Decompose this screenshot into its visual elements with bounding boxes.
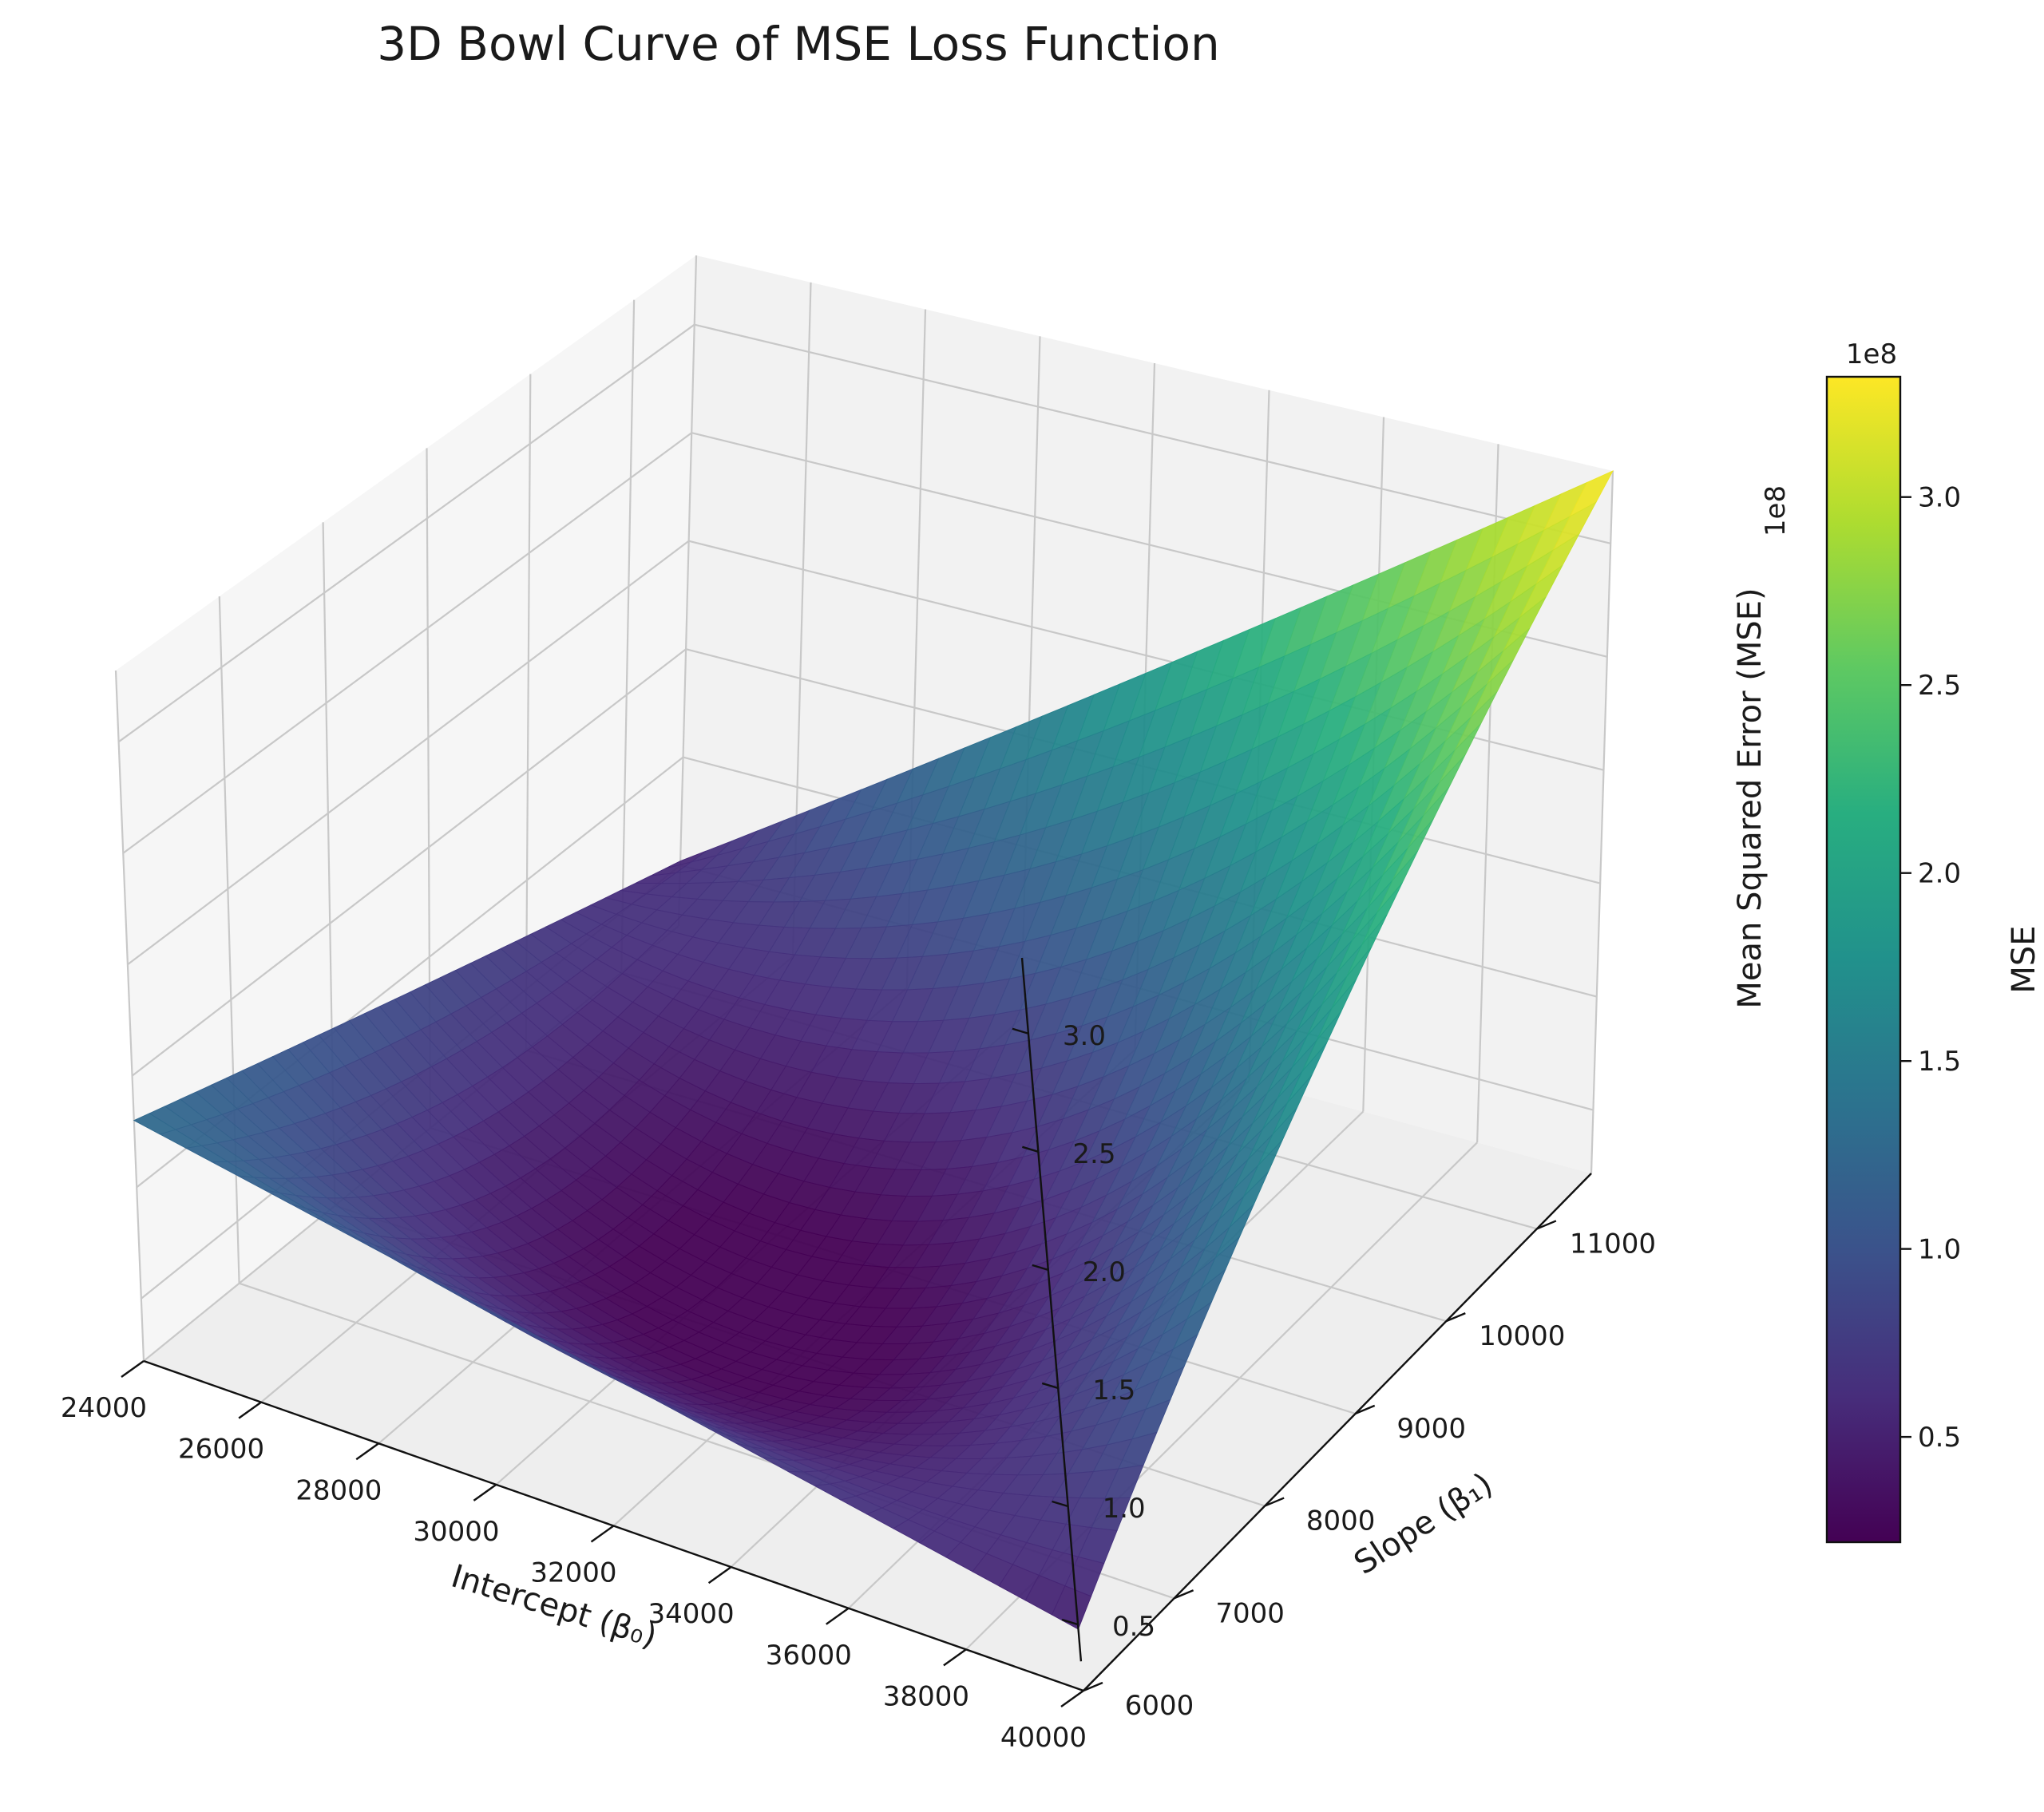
x-tick-mark [121,1360,145,1378]
x-tick-label: 26000 [178,1434,264,1466]
z-tick-label: 2.5 [1072,1138,1115,1170]
chart-title: 3D Bowl Curve of MSE Loss Function [377,17,1219,71]
grid-line-side-y [114,670,145,1362]
x-tick-mark [238,1401,262,1419]
y-tick-mark [1445,1312,1466,1323]
surface-patch [1051,1585,1092,1630]
y-tick-label: 11000 [1570,1228,1656,1260]
y-tick-label: 9000 [1396,1413,1466,1445]
colorbar-offset-label: 1e8 [1846,338,1897,370]
y-tick-label: 7000 [1215,1597,1285,1629]
x-tick-label: 36000 [766,1640,852,1672]
grid-line-back-x [1590,470,1614,1174]
x-tick-label: 40000 [1000,1722,1087,1754]
loss-surface [133,470,1614,1630]
x-tick-label: 34000 [648,1598,735,1630]
colorbar-tick-label: 2.0 [1918,858,1961,890]
x-tick-mark [355,1442,379,1461]
colorbar-tick-label: 0.5 [1918,1422,1961,1454]
grid-line-side-z [122,432,692,854]
z-tick-mark [1022,1145,1039,1153]
z-tick-mark [1061,1618,1079,1626]
x-tick-mark [707,1566,732,1585]
y-axis-line [1083,1173,1592,1691]
z-axis-ticks: 0.5 1.0 1.5 2.0 2.5 3.0 [1012,1020,1155,1643]
colorbar-tick-label: 1.0 [1918,1234,1961,1266]
colorbar-tick-label: 1.5 [1918,1046,1961,1078]
colorbar-tick-label: 2.5 [1918,670,1961,702]
y-tick-mark [1174,1589,1194,1600]
z-offset-label: 1e8 [1760,485,1792,536]
x-tick-label: 28000 [295,1474,382,1506]
z-tick-label: 1.5 [1092,1375,1135,1406]
z-axis-label: Mean Squared Error (MSE) [1732,588,1769,1008]
x-tick-label: 32000 [530,1557,616,1589]
colorbar-label: MSE [2006,925,2042,993]
z-tick-label: 3.0 [1063,1020,1106,1052]
colorbar-ticks: 0.5 1.0 1.5 2.0 2.5 3.0 [1900,482,1961,1454]
y-tick-mark [1536,1220,1557,1230]
y-tick-mark [1264,1497,1285,1507]
x-tick-mark [1060,1690,1084,1707]
y-tick-mark [1355,1404,1376,1414]
grid-line-side-z [131,648,687,1077]
x-axis-ticks: 24000 26000 28000 30000 32000 34000 36000 38000… [61,1360,1087,1754]
z-tick-label: 1.0 [1103,1493,1146,1525]
colorbar-tick-label: 3.0 [1918,482,1961,514]
colorbar-gradient [1825,375,1902,1544]
x-tick-label: 24000 [61,1392,147,1424]
z-tick-label: 0.5 [1112,1611,1155,1643]
y-tick-label: 6000 [1125,1690,1194,1722]
x-tick-mark [826,1607,850,1625]
grid-line-side-y [620,299,636,973]
y-axis-ticks: 6000 7000 8000 9000 10000 11000 [1083,1220,1656,1722]
x-tick-label: 38000 [883,1680,969,1712]
z-axis-line [1020,957,1083,1662]
y-tick-mark [1083,1681,1103,1692]
grid-line-side-z [127,540,690,966]
z-tick-label: 2.0 [1083,1256,1126,1288]
z-tick-mark [1032,1264,1049,1272]
grid-line-back-x [677,255,698,927]
x-tick-mark [943,1648,967,1667]
x-tick-mark [473,1483,497,1501]
z-tick-mark [1041,1382,1059,1390]
grid-line-side-z [117,323,695,743]
colorbar: 1e8 MSE 0.5 1.0 1.5 2.0 2.5 3.0 [1825,338,2042,1544]
x-tick-mark [590,1525,615,1543]
y-tick-label: 8000 [1306,1505,1376,1537]
grid-line-back-z [694,323,1611,544]
z-tick-mark [1012,1027,1029,1035]
z-tick-mark [1052,1500,1068,1508]
x-tick-label: 30000 [413,1516,499,1548]
y-tick-label: 10000 [1479,1320,1565,1352]
